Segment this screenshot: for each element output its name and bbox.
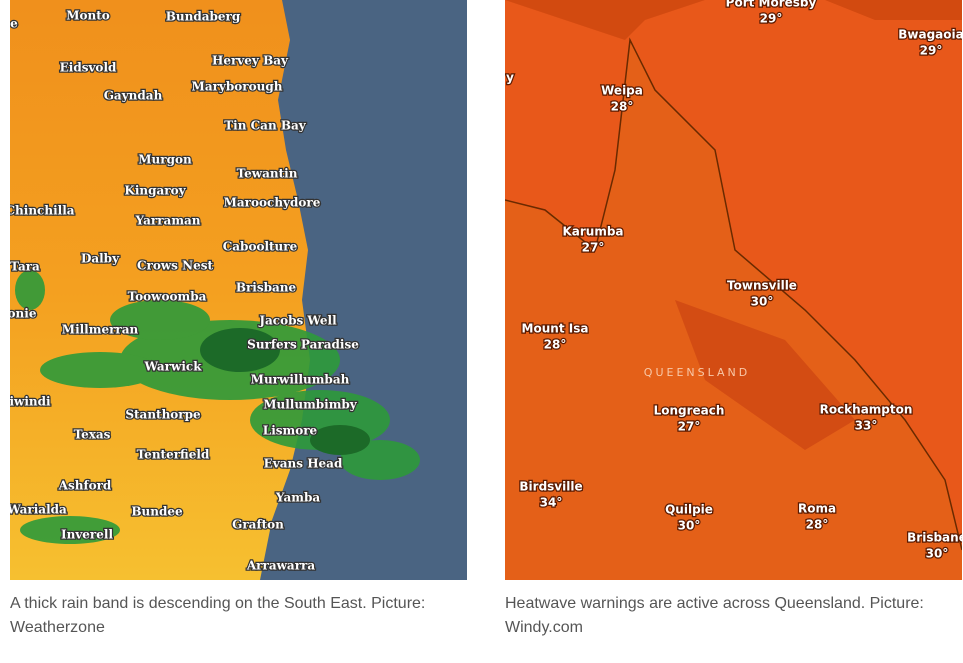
- place-label: Mullumbimby: [263, 398, 358, 412]
- place-label: Hervey Bay: [212, 54, 289, 68]
- place-label: Stanthorpe: [125, 408, 201, 422]
- rain-map: e Monto Bundaberg Eidsvold Hervey Bay Gayndah…: [10, 0, 467, 580]
- place-label: Inverell: [61, 528, 113, 542]
- place-temperature: 30°: [751, 295, 774, 309]
- caption: A thick rain band is descending on the S…: [10, 595, 426, 636]
- place-label: Bundaberg: [166, 10, 241, 24]
- region-label: QUEENSLAND: [644, 366, 750, 379]
- place-label: Gayndah: [104, 89, 163, 103]
- place-label: Caboolture: [223, 240, 298, 254]
- place-name: Townsville: [727, 279, 797, 293]
- place-label: Brisbane: [236, 281, 297, 295]
- place-label: Tewantin: [237, 167, 298, 181]
- place-temperature: 30°: [678, 519, 701, 533]
- place-label: Eidsvold: [60, 61, 117, 75]
- place-label: Monto: [66, 9, 110, 23]
- place-label: Toowoomba: [128, 290, 207, 304]
- place-label: iwindi: [10, 395, 51, 409]
- place-label: e: [10, 17, 18, 31]
- place-name: Brisbane: [907, 531, 962, 545]
- place-name: Weipa: [601, 84, 643, 98]
- place-label: Maryborough: [192, 80, 283, 94]
- place-name: Mount Isa: [522, 322, 589, 336]
- place-label: Kingaroy: [124, 184, 186, 198]
- place-temperature: 27°: [582, 241, 605, 255]
- place-temperature: 30°: [926, 547, 949, 561]
- place-name: Bwagaoia: [898, 28, 962, 42]
- place-temperature: 28°: [806, 518, 829, 532]
- place-name: Karumba: [562, 225, 623, 239]
- place-label: Ashford: [58, 479, 112, 493]
- place-label: Millmerran: [62, 323, 139, 337]
- place-temperature: 27°: [678, 420, 701, 434]
- place-temperature: 28°: [544, 338, 567, 352]
- place-temperature: 29°: [920, 44, 943, 58]
- temperature-map: Port Moresby 29° Bwagaoia 29° Weipa 28° Karumb…: [505, 0, 962, 580]
- place-label: Bundee: [131, 505, 183, 519]
- place-name: Birdsville: [519, 480, 582, 494]
- caption: Heatwave warnings are active across Quee…: [505, 595, 924, 636]
- place-label: Maroochydore: [224, 196, 321, 210]
- place-label: Tin Can Bay: [224, 119, 307, 133]
- place-label: Warialda: [10, 503, 67, 517]
- place-label: Tenterfield: [137, 448, 210, 462]
- place-name: Port Moresby: [726, 0, 817, 10]
- place-temperature: 33°: [855, 419, 878, 433]
- place-label: Yarraman: [134, 214, 200, 228]
- place-label: onie: [10, 307, 37, 321]
- place-label: Dalby: [81, 252, 120, 266]
- place-label: Chinchilla: [10, 204, 75, 218]
- place-label: Grafton: [232, 518, 284, 532]
- place-label: Surfers Paradise: [247, 338, 359, 352]
- place-name: y: [506, 71, 514, 85]
- place-label: Murwillumbah: [251, 373, 350, 387]
- place-label: Yamba: [275, 491, 320, 505]
- place-label: Evans Head: [264, 457, 343, 471]
- place-label: Crows Nest: [137, 259, 214, 273]
- place-label: Tara: [10, 260, 40, 274]
- place-name: Rockhampton: [820, 403, 913, 417]
- place-label: Jacobs Well: [258, 314, 337, 328]
- place-name: Longreach: [654, 404, 725, 418]
- place-label: Lismore: [263, 424, 318, 438]
- place-label: Warwick: [143, 360, 202, 374]
- place-name: Roma: [798, 502, 836, 516]
- place-temperature: 34°: [540, 496, 563, 510]
- place-temperature: 28°: [611, 100, 634, 114]
- place-label: Arrawarra: [246, 559, 315, 573]
- place-name: Quilpie: [665, 503, 713, 517]
- place-label: Texas: [74, 428, 111, 442]
- place-label: Murgon: [138, 153, 192, 167]
- place-temperature: 29°: [760, 12, 783, 26]
